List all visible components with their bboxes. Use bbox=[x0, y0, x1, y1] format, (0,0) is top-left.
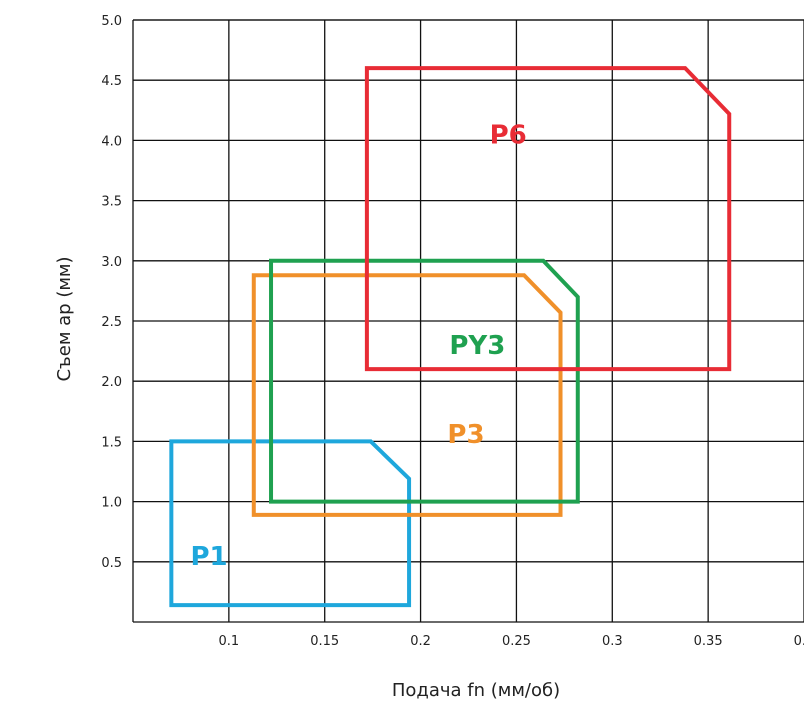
y-tick-label: 2.5 bbox=[101, 315, 122, 330]
y-tick-label: 4.0 bbox=[101, 134, 122, 149]
x-tick-label: 0.4 bbox=[794, 634, 804, 649]
x-tick-label: 0.3 bbox=[602, 634, 623, 649]
region-label-py3: PY3 bbox=[449, 331, 505, 361]
regions bbox=[169, 66, 732, 608]
y-tick-label: 3.5 bbox=[101, 195, 122, 210]
region-p1 bbox=[169, 439, 412, 608]
y-tick-label: 3.0 bbox=[101, 255, 122, 270]
region-py3 bbox=[269, 258, 580, 504]
region-p3 bbox=[251, 273, 563, 517]
x-tick-label: 0.35 bbox=[694, 634, 723, 649]
x-tick-labels: 0.1 0.15 0.2 0.25 0.3 0.35 0.4 bbox=[219, 634, 804, 649]
y-tick-label: 1.0 bbox=[101, 496, 122, 511]
region-label-p3: P3 bbox=[447, 420, 484, 450]
y-tick-label: 1.5 bbox=[101, 435, 122, 450]
x-axis-label: Подача fn (мм/об) bbox=[392, 680, 560, 701]
y-tick-label: 5.0 bbox=[101, 14, 122, 29]
y-axis-label: Съем ap (мм) bbox=[54, 256, 75, 381]
region-p6 bbox=[364, 66, 732, 372]
y-tick-labels: 0.5 1.0 1.5 2.0 2.5 3.0 3.5 4.0 4.5 5.0 bbox=[101, 14, 122, 571]
x-tick-label: 0.25 bbox=[502, 634, 531, 649]
region-label-p6: P6 bbox=[490, 120, 527, 150]
x-tick-label: 0.2 bbox=[410, 634, 431, 649]
region-labels: P1 P3 PY3 P6 bbox=[191, 120, 527, 571]
grid bbox=[132, 19, 804, 623]
y-tick-label: 2.0 bbox=[101, 375, 122, 390]
x-tick-label: 0.1 bbox=[219, 634, 240, 649]
y-tick-label: 0.5 bbox=[101, 556, 122, 571]
region-label-p1: P1 bbox=[191, 542, 228, 572]
x-tick-label: 0.15 bbox=[310, 634, 339, 649]
y-tick-label: 4.5 bbox=[101, 74, 122, 89]
